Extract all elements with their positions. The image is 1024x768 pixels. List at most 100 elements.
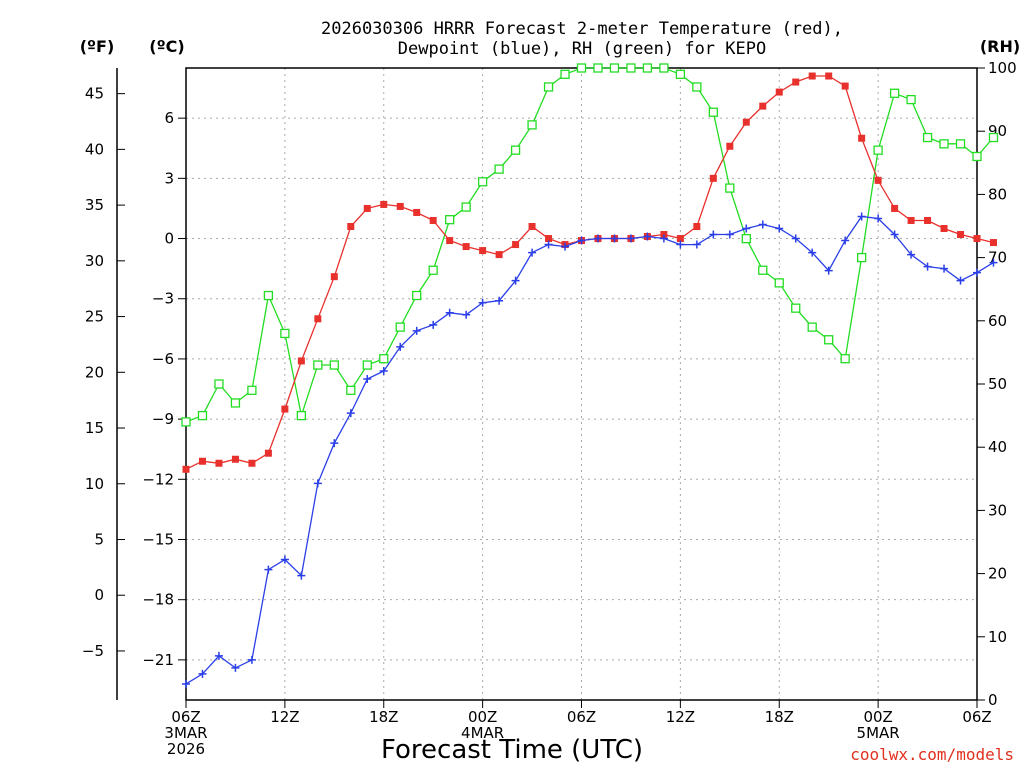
dewpoint-point (412, 326, 421, 335)
dewpoint-markers (182, 212, 998, 688)
temperature-point (676, 235, 684, 243)
x-tick-label-line: 3MAR (164, 724, 207, 742)
rh-point (263, 290, 274, 301)
rh-point (642, 63, 653, 73)
temperature-point (330, 273, 338, 281)
rh-point (758, 265, 768, 275)
temperature-point (495, 251, 503, 259)
temperature-point (660, 231, 668, 239)
rh-point (362, 360, 372, 370)
rh-point (675, 69, 686, 79)
celsius-tick-label: −18 (142, 591, 174, 609)
temperature-point (973, 235, 981, 243)
rh-point (774, 278, 784, 288)
temperature-point (182, 465, 190, 473)
rh-unit-label: (RH) (980, 37, 1020, 56)
temperature-point (363, 204, 371, 212)
temperature-point (396, 202, 404, 210)
temperature-point (759, 102, 767, 110)
temperature-point (297, 357, 305, 365)
rh-point (494, 164, 504, 174)
dewpoint-point (857, 212, 866, 221)
celsius-tick-label: −6 (152, 350, 174, 368)
dewpoint-point (791, 234, 800, 243)
temperature-point (989, 239, 997, 247)
rh-point (329, 360, 339, 370)
rh-point (593, 63, 603, 73)
dewpoint-point (561, 242, 570, 251)
rh-point (197, 410, 208, 421)
rh-tick-label: 10 (988, 628, 1007, 646)
temperature-point (891, 204, 899, 212)
rh-point (609, 63, 620, 73)
celsius-tick-label: −12 (142, 470, 174, 488)
fahrenheit-tick-label: 15 (85, 419, 104, 437)
rh-tick-label: 100 (988, 59, 1017, 77)
dewpoint-point (511, 276, 520, 285)
fahrenheit-tick-label: 20 (85, 363, 104, 381)
x-tick-label-line: 5MAR (857, 724, 900, 742)
temperature-point (709, 174, 717, 182)
rh-point (346, 385, 356, 395)
rh-tick-label: 0 (988, 691, 998, 709)
temperature-point (231, 455, 239, 463)
rh-point (988, 132, 999, 143)
fahrenheit-tick-label: 10 (85, 475, 104, 493)
celsius-tick-label: 6 (164, 109, 174, 127)
x-tick-label: 06Z 3MAR 2026 (164, 708, 207, 758)
rh-line (185, 67, 994, 423)
temperature-line (185, 75, 994, 470)
x-tick-label: 18Z (369, 708, 398, 726)
x-tick-label-line: 12Z (666, 708, 695, 726)
temperature-point (446, 237, 454, 245)
dewpoint-point (610, 234, 619, 243)
dewpoint-point (247, 655, 256, 664)
x-tick-label: 12Z (666, 708, 695, 726)
rh-point (692, 82, 702, 92)
data-series (181, 63, 999, 688)
temperature-point (248, 459, 256, 467)
temperature-point (693, 223, 701, 231)
dewpoint-point (709, 230, 718, 239)
rh-point (214, 379, 224, 389)
temperature-point (775, 88, 783, 96)
dewpoint-point (313, 479, 322, 488)
temperature-point (512, 241, 520, 249)
dewpoint-point (923, 262, 932, 271)
rh-point (395, 322, 405, 332)
dewpoint-point (544, 240, 553, 249)
dewpoint-point (231, 663, 240, 672)
rh-point (527, 120, 537, 130)
celsius-tick-label: 0 (164, 230, 174, 248)
temperature-point (347, 223, 355, 231)
chart-title-line-2: Dewpoint (blue), RH (green) for KEPO (398, 39, 766, 59)
temperature-point (462, 243, 470, 251)
rh-tick-label: 40 (988, 438, 1007, 456)
x-tick-label: 18Z (765, 708, 794, 726)
rh-point (807, 322, 817, 332)
gridlines (186, 68, 977, 700)
fahrenheit-tick-label: 35 (85, 196, 104, 214)
dewpoint-point (824, 266, 833, 275)
temperature-point (264, 449, 272, 457)
rh-point (576, 63, 587, 73)
x-tick-label-line: 06Z (567, 708, 596, 726)
temperature-point (808, 72, 816, 80)
rh-point (428, 265, 438, 275)
temperature-point (215, 459, 223, 467)
rh-point (708, 107, 718, 117)
x-tick-label-line: 00Z (863, 708, 892, 726)
dewpoint-point (940, 264, 949, 273)
rh-point (840, 354, 850, 364)
temperature-point (429, 216, 437, 224)
dewpoint-point (775, 224, 784, 233)
rh-point (626, 63, 636, 73)
dewpoint-point (973, 268, 981, 277)
rh-point (873, 145, 883, 155)
rh-point (939, 139, 949, 149)
dewpoint-point (462, 310, 471, 319)
dewpoint-point (330, 439, 339, 448)
fahrenheit-tick-label: 30 (85, 252, 104, 270)
dewpoint-point (626, 234, 635, 243)
